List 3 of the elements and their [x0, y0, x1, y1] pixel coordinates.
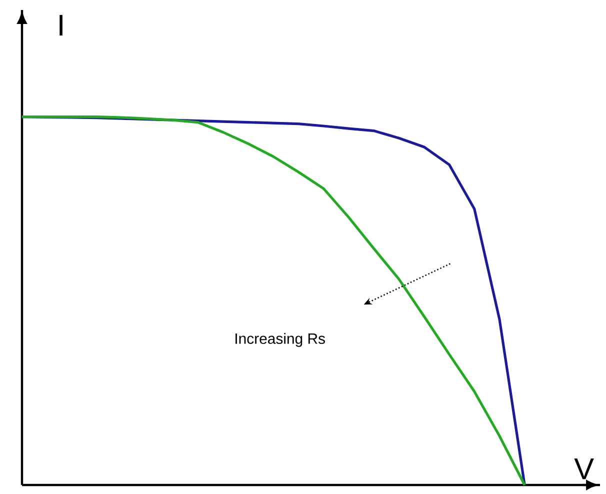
y-axis-title: I — [60, 14, 62, 36]
annotation: Increasing Rs — [236, 332, 325, 347]
x-axis-title: V — [574, 458, 594, 480]
